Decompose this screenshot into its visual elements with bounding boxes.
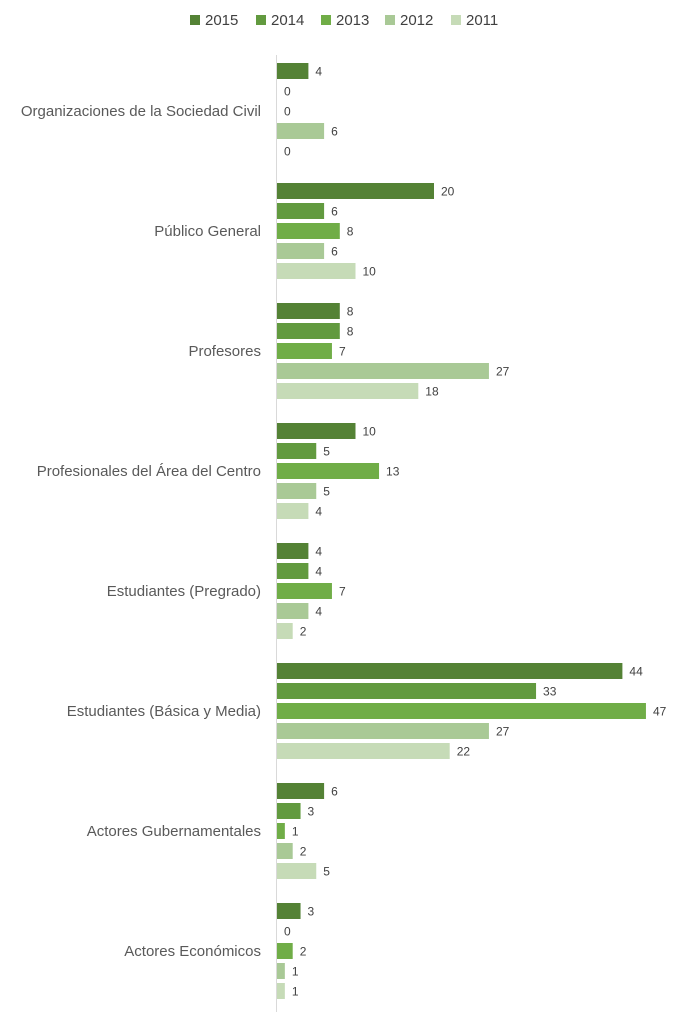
- category-label: Profesionales del Área del Centro: [37, 463, 261, 480]
- bar-2015: [277, 543, 309, 559]
- bar-2014: [277, 203, 325, 219]
- legend-swatch-2013: [321, 15, 331, 25]
- bar-2011: [277, 983, 285, 999]
- value-label: 5: [323, 445, 330, 459]
- bar-2013: [277, 583, 332, 599]
- value-label: 18: [425, 385, 439, 399]
- bar-2015: [277, 423, 356, 439]
- bar-2011: [277, 863, 317, 879]
- bar-2011: [277, 503, 309, 519]
- bars: [277, 63, 646, 999]
- value-label: 6: [331, 245, 338, 259]
- value-label: 10: [363, 425, 377, 439]
- category-label: Actores Económicos: [124, 943, 261, 960]
- value-label: 4: [315, 605, 322, 619]
- category-label: Estudiantes (Pregrado): [107, 583, 261, 600]
- value-label: 44: [629, 665, 643, 679]
- category-label: Actores Gubernamentales: [87, 823, 261, 840]
- bar-2015: [277, 903, 301, 919]
- value-label: 4: [315, 545, 322, 559]
- bar-2014: [277, 443, 317, 459]
- value-label: 33: [543, 685, 557, 699]
- value-label: 5: [323, 865, 330, 879]
- value-label: 5: [323, 485, 330, 499]
- bar-2012: [277, 483, 317, 499]
- legend-label-2011: 2011: [466, 12, 498, 29]
- legend-swatch-2015: [190, 15, 200, 25]
- legend-label-2014: 2014: [271, 12, 304, 29]
- category-label: Organizaciones de la Sociedad Civil: [21, 103, 261, 120]
- value-label: 4: [315, 65, 322, 79]
- value-label: 2: [300, 625, 307, 639]
- bar-2012: [277, 963, 285, 979]
- value-label: 47: [653, 705, 667, 719]
- bar-2014: [277, 323, 340, 339]
- value-labels: 4006020686108872718105135444742443347272…: [284, 65, 667, 999]
- value-label: 1: [292, 965, 299, 979]
- bar-2015: [277, 183, 434, 199]
- legend-swatch-2014: [256, 15, 266, 25]
- bar-2012: [277, 843, 293, 859]
- bar-2012: [277, 363, 489, 379]
- bar-2011: [277, 383, 419, 399]
- value-label: 2: [300, 945, 307, 959]
- value-label: 8: [347, 305, 354, 319]
- value-label: 10: [363, 265, 377, 279]
- value-label: 0: [284, 145, 291, 159]
- bar-2012: [277, 603, 309, 619]
- bar-2013: [277, 823, 285, 839]
- bar-2012: [277, 723, 489, 739]
- category-label: Profesores: [188, 343, 261, 360]
- value-label: 6: [331, 125, 338, 139]
- bar-2013: [277, 463, 380, 479]
- bar-2014: [277, 803, 301, 819]
- bar-2015: [277, 303, 340, 319]
- bar-2013: [277, 703, 646, 719]
- category-label: Estudiantes (Básica y Media): [67, 703, 261, 720]
- legend-label-2013: 2013: [336, 12, 369, 29]
- value-label: 2: [300, 845, 307, 859]
- bar-2012: [277, 243, 325, 259]
- value-label: 6: [331, 205, 338, 219]
- category-label: Público General: [154, 223, 261, 240]
- value-label: 1: [292, 825, 299, 839]
- bar-2012: [277, 123, 325, 139]
- value-label: 7: [339, 585, 346, 599]
- bar-2014: [277, 563, 309, 579]
- value-label: 7: [339, 345, 346, 359]
- value-label: 8: [347, 225, 354, 239]
- bar-2014: [277, 683, 537, 699]
- value-label: 27: [496, 365, 510, 379]
- bar-2015: [277, 783, 325, 799]
- value-label: 3: [308, 905, 315, 919]
- value-label: 3: [308, 805, 315, 819]
- legend-swatch-2012: [385, 15, 395, 25]
- legend-swatch-2011: [451, 15, 461, 25]
- value-label: 4: [315, 505, 322, 519]
- value-label: 8: [347, 325, 354, 339]
- bar-2013: [277, 343, 332, 359]
- legend: 2015 2014 2013 2012 2011: [190, 12, 498, 29]
- value-label: 0: [284, 925, 291, 939]
- value-label: 22: [457, 745, 471, 759]
- bar-2011: [277, 743, 450, 759]
- legend-label-2015: 2015: [205, 12, 238, 29]
- value-label: 1: [292, 985, 299, 999]
- bar-2013: [277, 223, 340, 239]
- category-labels: Organizaciones de la Sociedad Civil Públi…: [21, 103, 261, 960]
- bar-2013: [277, 943, 293, 959]
- value-label: 4: [315, 565, 322, 579]
- bar-2015: [277, 663, 623, 679]
- value-label: 20: [441, 185, 455, 199]
- value-label: 13: [386, 465, 400, 479]
- legend-label-2012: 2012: [400, 12, 433, 29]
- bar-2011: [277, 623, 293, 639]
- bar-2011: [277, 263, 356, 279]
- value-label: 0: [284, 85, 291, 99]
- value-label: 6: [331, 785, 338, 799]
- value-label: 27: [496, 725, 510, 739]
- bar-2015: [277, 63, 309, 79]
- value-label: 0: [284, 105, 291, 119]
